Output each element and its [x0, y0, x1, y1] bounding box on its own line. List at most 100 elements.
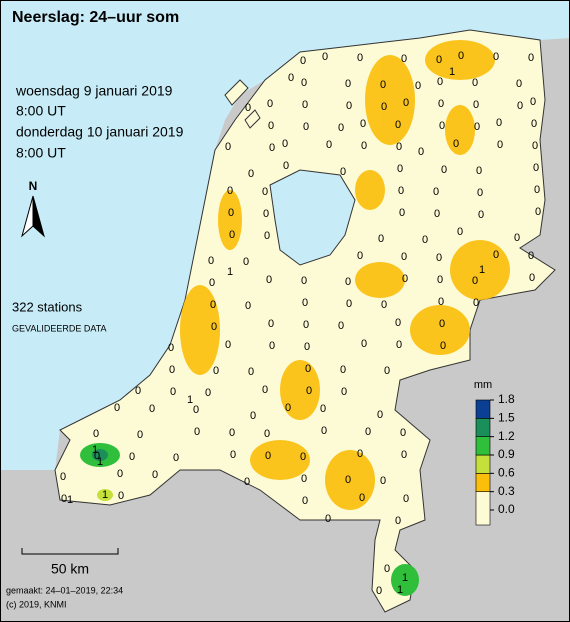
legend-swatch — [475, 418, 491, 437]
station-value: 0 — [396, 141, 402, 153]
station-value: 0 — [341, 386, 347, 398]
ijsselmeer — [269, 169, 356, 266]
station-value: 0 — [437, 274, 443, 286]
station-value: 0 — [360, 118, 366, 130]
station-value: 0 — [361, 338, 367, 350]
station-value: 0 — [338, 320, 344, 332]
station-value: 0 — [208, 255, 214, 267]
station-value: 0 — [322, 51, 328, 63]
station-value: 0 — [243, 256, 249, 268]
station-value: 0 — [399, 207, 405, 219]
station-value: 0 — [528, 52, 534, 64]
station-value: 0 — [528, 250, 534, 262]
station-value: 0 — [433, 186, 439, 198]
legend-tick-label: 1.2 — [498, 429, 515, 443]
footer: (c) 2019, KNMI — [6, 599, 67, 609]
station-value: 0 — [458, 50, 464, 62]
station-value: 0 — [288, 72, 294, 84]
station-value: 0 — [395, 119, 401, 131]
station-value: 0 — [114, 402, 120, 414]
station-value: 0 — [401, 251, 407, 263]
station-value: 0 — [225, 141, 231, 153]
station-value: 0 — [304, 341, 310, 353]
station-value: 0 — [532, 140, 538, 152]
station-value: 0 — [535, 206, 541, 218]
station-value: 0 — [357, 448, 363, 460]
station-value: 0 — [306, 385, 312, 397]
station-value: 0 — [384, 365, 390, 377]
period: 8:00 UT — [16, 103, 66, 119]
station-value: 0 — [345, 78, 351, 90]
netherlands — [54, 29, 556, 613]
station-value: 0 — [437, 76, 443, 88]
station-value: 0 — [340, 166, 346, 178]
station-value: 0 — [434, 208, 440, 220]
legend-tick-label: 0.3 — [498, 484, 515, 498]
legend-unit: mm — [474, 379, 492, 391]
station-value: 0 — [205, 387, 211, 399]
station-value: 0 — [397, 163, 403, 175]
station-count: 322 stations — [12, 299, 83, 314]
station-value: 0 — [301, 77, 307, 89]
station-value: 0 — [193, 404, 199, 416]
station-value: 0 — [268, 120, 274, 132]
station-value: 0 — [229, 427, 235, 439]
station-value: 0 — [415, 80, 421, 92]
station-value: 0 — [282, 138, 288, 150]
station-value: 0 — [357, 250, 363, 262]
station-value: 0 — [377, 409, 383, 421]
station-value: 0 — [365, 426, 371, 438]
station-value: 0 — [264, 428, 270, 440]
footer: gemaakt: 24–01–2019, 22:34 — [6, 585, 123, 595]
legend-tick-label: 1.5 — [498, 411, 515, 425]
station-value: 0 — [227, 185, 233, 197]
station-value: 0 — [496, 117, 502, 129]
station-value: 0 — [302, 495, 308, 507]
station-value: 0 — [384, 563, 390, 575]
period: 8:00 UT — [16, 145, 66, 161]
north-arrow — [32, 195, 45, 238]
station-value: 0 — [268, 318, 274, 330]
station-value: 0 — [263, 208, 269, 220]
station-value: 0 — [401, 53, 407, 65]
sea — [0, 0, 570, 470]
station-value: 0 — [152, 469, 158, 481]
station-value: 0 — [149, 403, 155, 415]
legend-swatch — [475, 454, 491, 474]
station-value: 0 — [326, 139, 332, 151]
station-value: 1 — [102, 489, 108, 501]
station-value: 0 — [398, 185, 404, 197]
station-value: 0 — [453, 138, 459, 150]
station-value: 0 — [361, 140, 367, 152]
station-value: 0 — [117, 468, 123, 480]
station-value: 0 — [194, 426, 200, 438]
station-value: 0 — [61, 493, 67, 505]
station-value: 1 — [187, 394, 193, 406]
station-value: 0 — [338, 122, 344, 134]
station-value: 0 — [209, 277, 215, 289]
station-value: 0 — [493, 249, 499, 261]
station-value: 0 — [245, 102, 251, 114]
station-value: 0 — [357, 52, 363, 64]
station-value: 0 — [129, 451, 135, 463]
station-value: 0 — [472, 275, 478, 287]
station-value: 0 — [457, 226, 463, 238]
station-value: 0 — [403, 493, 409, 505]
station-value: 0 — [213, 365, 219, 377]
station-value: 0 — [497, 139, 503, 151]
station-value: 0 — [262, 384, 268, 396]
station-value: 0 — [533, 162, 539, 174]
station-value: 1 — [67, 494, 73, 506]
station-value: 0 — [135, 385, 141, 397]
station-value: 0 — [534, 184, 540, 196]
station-value: 0 — [402, 273, 408, 285]
station-value: 0 — [300, 451, 306, 463]
scalebar — [21, 548, 119, 555]
legend-tick-label: 0.0 — [498, 502, 515, 516]
station-value: 0 — [265, 450, 271, 462]
station-value: 0 — [170, 386, 176, 398]
station-value: 0 — [473, 297, 479, 309]
station-value: 1 — [92, 444, 98, 456]
station-value: 0 — [472, 77, 478, 89]
